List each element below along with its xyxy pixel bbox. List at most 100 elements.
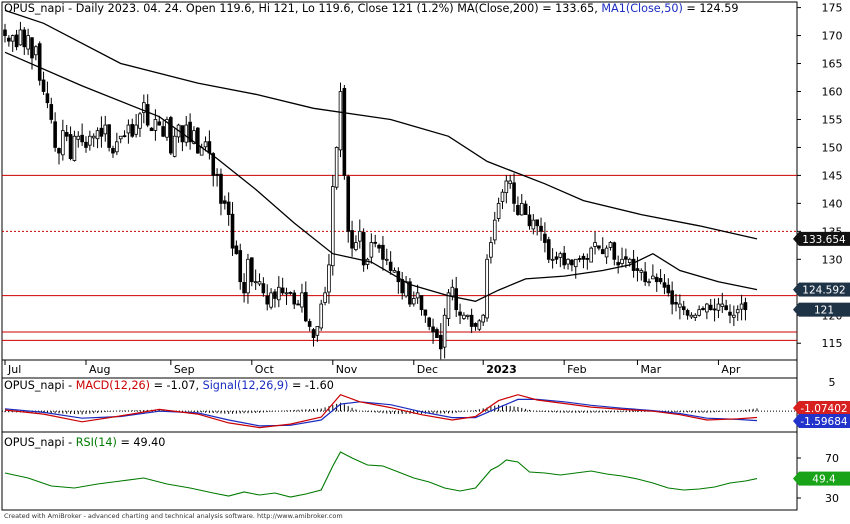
candle-body xyxy=(577,258,582,260)
month-tick-label: Jul xyxy=(7,363,21,376)
candle-body xyxy=(49,104,54,120)
candle xyxy=(277,276,281,308)
candle-body xyxy=(735,309,740,314)
candle xyxy=(246,253,250,304)
candle-body xyxy=(357,230,362,242)
candle-body xyxy=(7,37,11,42)
candle-body xyxy=(103,124,108,135)
value-badge-bg xyxy=(799,471,850,486)
title-segment: Signal(12,26,9) xyxy=(203,379,289,392)
candle-body xyxy=(720,303,725,307)
macd-line xyxy=(4,393,758,429)
candle xyxy=(446,289,451,327)
candle xyxy=(196,127,200,154)
candle xyxy=(342,84,347,180)
price-candles xyxy=(3,21,748,360)
candle-body xyxy=(246,258,250,294)
candle xyxy=(22,27,27,56)
candle xyxy=(161,120,165,138)
candle-body xyxy=(612,242,617,260)
month-tick-label: Apr xyxy=(721,363,741,376)
candle xyxy=(423,309,428,323)
candle xyxy=(604,245,609,264)
candle-body xyxy=(64,132,69,137)
candle xyxy=(558,251,563,268)
candle xyxy=(485,254,489,322)
candle-body xyxy=(442,314,447,348)
candle xyxy=(377,243,381,253)
candle-body xyxy=(10,35,15,42)
price-pane-title: OPUS_napi - Daily 2023. 04. 24. Open 119… xyxy=(4,2,738,15)
candle-body xyxy=(388,261,393,271)
candle-body xyxy=(535,219,539,227)
candle xyxy=(226,192,231,226)
candle xyxy=(496,197,501,222)
candle xyxy=(543,222,547,253)
value-badge: 121 xyxy=(793,302,850,317)
candle xyxy=(458,303,462,324)
candle-body xyxy=(728,311,732,316)
price-tick-label: 170 xyxy=(822,30,843,43)
candle xyxy=(41,71,46,95)
price-badges: 133.654 124.592 121 xyxy=(793,231,850,317)
value-badge-bg xyxy=(799,401,850,415)
candle xyxy=(481,313,485,327)
candle xyxy=(512,173,516,212)
candle xyxy=(319,299,324,331)
candle xyxy=(142,94,146,124)
candle xyxy=(250,257,254,287)
candle xyxy=(639,268,644,281)
candle xyxy=(207,130,212,160)
candle-body xyxy=(30,37,34,59)
candle xyxy=(408,278,412,308)
candle xyxy=(492,211,497,245)
candle-body xyxy=(250,257,254,283)
candle xyxy=(334,146,339,190)
candle xyxy=(550,248,555,269)
candle-body xyxy=(338,91,343,151)
candle xyxy=(384,248,389,266)
candle-body xyxy=(111,147,115,154)
candle-body xyxy=(296,303,300,306)
candle xyxy=(176,123,181,143)
candle-body xyxy=(323,292,327,303)
candle-body xyxy=(22,29,27,48)
month-tick-label: Oct xyxy=(255,363,275,376)
candle-body xyxy=(450,286,455,297)
month-tick-label: Sep xyxy=(174,363,195,376)
candle xyxy=(581,253,586,269)
candle-body xyxy=(334,147,339,188)
title-segment: = 124.59 xyxy=(683,2,739,15)
candle-body xyxy=(157,121,162,126)
candle-body xyxy=(72,135,77,161)
candle xyxy=(701,306,705,311)
candle xyxy=(253,269,258,291)
candle xyxy=(103,115,108,142)
candle xyxy=(508,174,512,189)
candle xyxy=(431,318,435,344)
candle xyxy=(188,113,192,150)
candle-body xyxy=(681,306,686,311)
candle-body xyxy=(558,253,563,258)
candle-body xyxy=(34,46,38,56)
candle-body xyxy=(130,124,135,137)
candle-body xyxy=(192,130,196,144)
candle xyxy=(392,267,397,273)
candle xyxy=(7,35,11,47)
candle-body xyxy=(512,182,516,204)
price-tick-label: 145 xyxy=(822,169,843,182)
candle-body xyxy=(68,134,73,160)
candle-body xyxy=(462,314,466,319)
candle xyxy=(238,243,243,290)
candle xyxy=(165,116,169,141)
title-segment: MACD(12,26) xyxy=(76,379,150,392)
candle xyxy=(670,281,674,315)
candle xyxy=(203,136,208,152)
candle-body xyxy=(473,323,478,327)
value-badge-label: -1.59684 xyxy=(800,416,848,428)
candle xyxy=(654,273,659,292)
candle-body xyxy=(122,135,127,138)
footer-credit: Created with AmiBroker - advanced charti… xyxy=(4,512,343,520)
candle-body xyxy=(161,126,165,137)
candle-body xyxy=(238,250,243,283)
